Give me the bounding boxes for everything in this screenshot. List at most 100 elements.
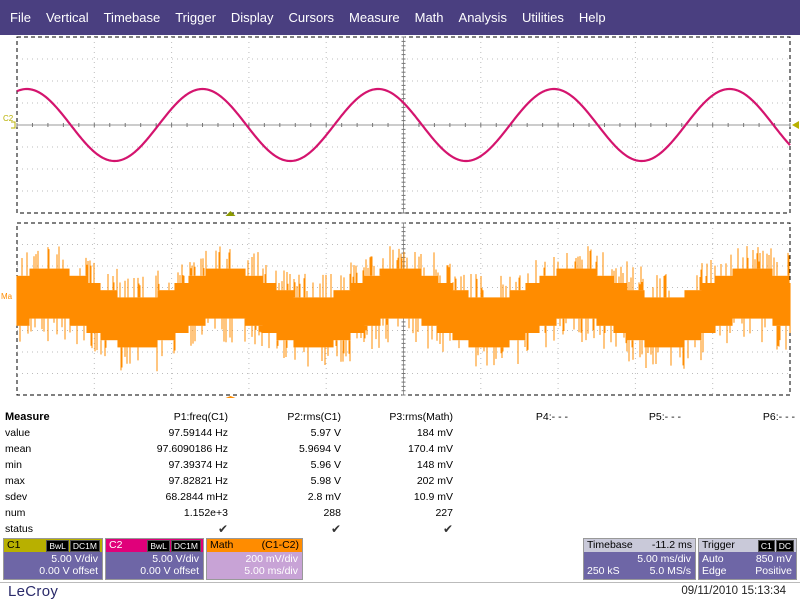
descriptor-header: Trigger C1 DC [699,539,796,552]
sample-count: 250 kS [587,565,620,577]
measure-header-p6[interactable]: P6:- - - [762,411,795,423]
waveform-grid-lower[interactable]: Ma [0,222,800,398]
trigger-slope: Positive [755,565,792,577]
cell-p1: 97.82821 Hz [168,475,228,487]
cell-p1: 97.59144 Hz [168,427,228,439]
descriptor-body: Auto 850 mV Edge Positive [699,552,796,579]
measure-row-sdev: sdev 68.2844 mHz 2.8 mV 10.9 mV [0,489,800,505]
measure-row-status: status ✔ ✔ ✔ [0,521,800,537]
bandwidth-limit-badge: BwL [147,540,170,552]
menu-display[interactable]: Display [230,10,274,25]
brand-logo: LeCroy [8,583,59,600]
channel-c2-descriptor[interactable]: C2 BwL DC1M 5.00 V/div 0.00 V offset [105,538,204,580]
row-label: mean [5,443,32,455]
descriptor-header: Timebase -11.2 ms [584,539,695,552]
trigger-mode: Auto [702,553,724,565]
channel-name: C1 [7,539,21,551]
measure-header-p2[interactable]: P2:rms(C1) [287,411,341,423]
bandwidth-limit-badge: BwL [46,540,69,552]
measure-header-row: Measure P1:freq(C1) P2:rms(C1) P3:rms(Ma… [0,409,800,425]
row-label: value [5,427,31,439]
trigger-position-marker [225,211,236,216]
row-label: sdev [5,491,28,503]
cell-p3: 170.4 mV [408,443,453,455]
channel-marker-label: C2 [3,114,14,123]
measure-header-p1[interactable]: P1:freq(C1) [173,411,228,423]
math-descriptor[interactable]: Math (C1-C2) 200 mV/div 5.00 ms/div [206,538,303,580]
measure-header-p5[interactable]: P5:- - - [648,411,681,423]
menu-cursors[interactable]: Cursors [288,10,335,25]
measure-row-mean: mean 97.6090186 Hz 5.9694 V 170.4 mV [0,441,800,457]
trigger-source-badge: C1 [757,540,775,552]
row-label: status [5,523,34,535]
math-waveform-trace [16,246,791,372]
timebase-descriptor[interactable]: Timebase -11.2 ms 5.00 ms/div 250 kS 5.0… [583,538,696,580]
cell-p3: 148 mV [416,459,453,471]
descriptor-header: Math (C1-C2) [207,539,302,552]
cell-p2: 5.97 V [310,427,341,439]
trigger-level-marker [792,121,799,129]
coupling-badge: DC1M [69,540,100,552]
measure-row-max: max 97.82821 Hz 5.98 V 202 mV [0,473,800,489]
offset: 0.00 V offset [140,565,199,577]
measure-row-num: num 1.152e+3 288 227 [0,505,800,521]
menu-utilities[interactable]: Utilities [521,10,564,25]
cell-p1: 97.6090186 Hz [156,443,228,455]
math-function: (C1-C2) [261,539,299,551]
descriptor-body: 5.00 V/div 0.00 V offset [4,552,102,579]
menu-bar: File Vertical Timebase Trigger Display C… [0,0,800,35]
descriptor-header: C1 BwL DC1M [4,539,102,552]
timebase-name: Timebase [587,539,633,551]
descriptor-header: C2 BwL DC1M [106,539,203,552]
timebase-delay: -11.2 ms [651,539,692,551]
cell-p2: 288 [323,507,341,519]
coupling-badge: DC1M [170,540,201,552]
status-check-icon: ✔ [442,522,453,536]
waveform-svg-upper: C2 [3,36,799,216]
channel-c1-descriptor[interactable]: C1 BwL DC1M 5.00 V/div 0.00 V offset [3,538,103,580]
waveform-svg-lower: Ma [1,222,791,398]
menu-measure[interactable]: Measure [349,10,400,25]
measure-title: Measure [5,411,50,423]
menu-analysis[interactable]: Analysis [458,10,507,25]
cell-p2: 5.9694 V [298,443,341,455]
menu-trigger[interactable]: Trigger [175,10,216,25]
row-label: max [5,475,25,487]
row-label: num [5,507,26,519]
descriptor-body: 5.00 V/div 0.00 V offset [106,552,203,579]
menu-vertical[interactable]: Vertical [45,10,89,25]
cell-p3: 227 [435,507,453,519]
menu-file[interactable]: File [10,10,31,25]
cell-p2: 5.98 V [310,475,341,487]
math-name: Math [210,539,234,551]
measure-table[interactable]: Measure P1:freq(C1) P2:rms(C1) P3:rms(Ma… [0,409,800,536]
date-time: 09/11/2010 15:13:34 [681,585,786,597]
trigger-level: 850 mV [755,553,792,565]
cell-p1: 1.152e+3 [183,507,228,519]
status-check-icon: ✔ [330,522,341,536]
math-position-marker [225,396,236,398]
measure-header-p3[interactable]: P3:rms(Math) [389,411,453,423]
cell-p3: 10.9 mV [413,491,453,503]
channel-marker-label: Ma [1,292,13,301]
ground-marker [11,121,16,129]
trigger-descriptor[interactable]: Trigger C1 DC Auto 850 mV Edge Positive [698,538,797,580]
menu-help[interactable]: Help [578,10,606,25]
measure-row-value: value 97.59144 Hz 5.97 V 184 mV [0,425,800,441]
channel-name: C2 [109,539,123,551]
volts-per-div: 5.00 V/div [51,553,98,565]
cell-p3: 184 mV [416,427,453,439]
trigger-type: Edge [702,565,727,577]
time-per-div: 5.00 ms/div [637,553,691,565]
trigger-coupling-badge: DC [775,540,794,552]
row-label: min [5,459,22,471]
menu-timebase[interactable]: Timebase [103,10,161,25]
status-check-icon: ✔ [217,522,228,536]
menu-math[interactable]: Math [414,10,444,25]
trigger-name: Trigger [702,539,735,551]
waveform-grid-upper[interactable]: C2 [0,36,800,216]
measure-header-p4[interactable]: P4:- - - [535,411,568,423]
offset: 0.00 V offset [39,565,98,577]
sample-rate: 5.0 MS/s [649,565,691,577]
descriptor-body: 200 mV/div 5.00 ms/div [207,552,302,579]
